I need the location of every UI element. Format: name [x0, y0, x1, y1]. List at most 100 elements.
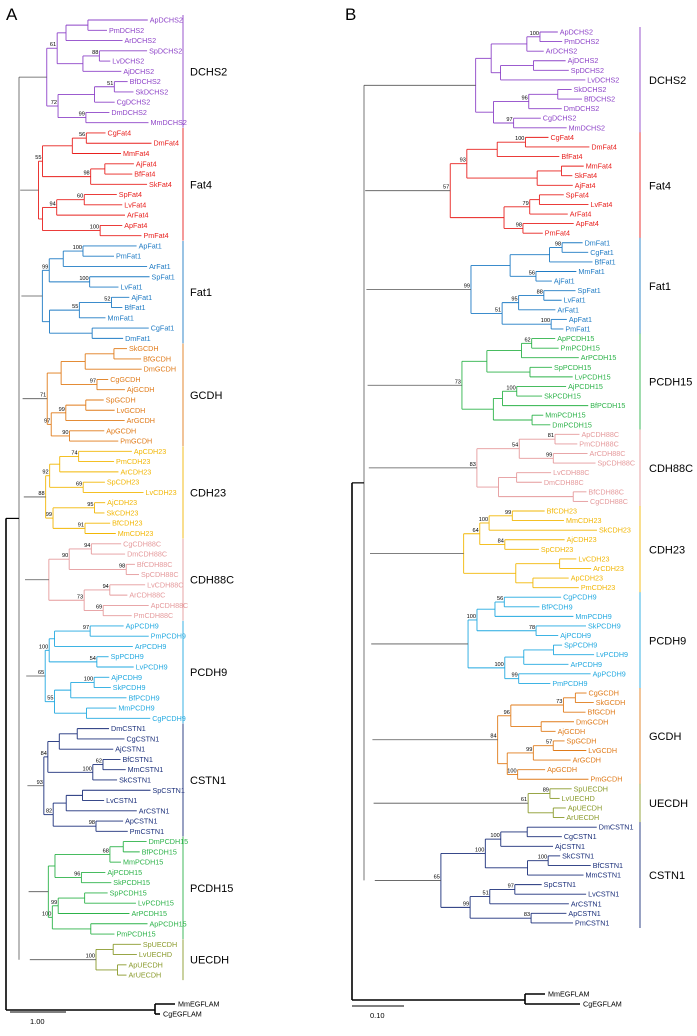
- support-value: 62: [524, 337, 530, 343]
- taxon-label: SkDCHS2: [574, 85, 607, 94]
- clade-label: PCDH15: [649, 377, 692, 389]
- support-value: 88: [537, 289, 543, 295]
- taxon-label: AjFat4: [136, 159, 157, 168]
- taxon-label: MmCDH23: [118, 529, 154, 538]
- taxon-label: MmPCDH15: [545, 411, 585, 420]
- taxon-label: ArPCDH15: [581, 353, 617, 362]
- taxon-label: ApFat1: [139, 241, 162, 250]
- taxon-label: LvFat4: [124, 200, 146, 209]
- taxon-label: LvCDH23: [578, 554, 609, 563]
- support-value: 51: [495, 307, 501, 313]
- taxon-label: ApDCHS2: [150, 16, 183, 25]
- support-value: 99: [42, 264, 48, 270]
- clade-label: DCHS2: [649, 75, 686, 87]
- support-value: 51: [107, 81, 113, 87]
- support-value: 100: [84, 676, 93, 682]
- support-value: 73: [556, 699, 562, 705]
- support-value: 99: [463, 901, 469, 907]
- support-value: 56: [497, 596, 503, 602]
- taxon-label: DmCDH88C: [544, 478, 584, 487]
- support-value: 100: [475, 847, 484, 853]
- taxon-label: ApGCDH: [106, 426, 136, 435]
- taxon-label: LvGCDH: [588, 746, 617, 755]
- clade-gcdh: CgGCDHSkGCDHBfGCDHDmGCDHAjGCDHSpGCDHLvGC…: [490, 688, 681, 785]
- clade-pcdh9: CgPCDH9BfPCDH9MmPCDH9SkPCDH9AjPCDH9SpPCD…: [467, 592, 686, 689]
- taxon-label: SkCSTN1: [119, 775, 151, 784]
- taxon-label: BfCDH23: [547, 507, 577, 516]
- support-value: 91: [78, 522, 84, 528]
- taxon-label: ArGCDH: [573, 756, 601, 765]
- taxon-label: LvPCDH15: [138, 899, 174, 908]
- taxon-label: PmCSTN1: [130, 827, 164, 836]
- taxon-label: BfDCHS2: [130, 77, 161, 86]
- taxon-label: LvDCHS2: [587, 75, 619, 84]
- support-value: 55: [47, 696, 53, 702]
- support-value: 96: [522, 95, 528, 101]
- support-value: 99: [59, 407, 65, 413]
- taxon-label: ApUECDH: [568, 803, 602, 812]
- taxon-label: LvCDH88C: [147, 580, 183, 589]
- taxon-label: ApPCDH9: [126, 621, 159, 630]
- clade-label: CDH88C: [190, 575, 234, 587]
- support-value: 100: [490, 833, 499, 839]
- clade-label: PCDH9: [649, 635, 686, 647]
- support-value: 62: [96, 759, 102, 765]
- clade-label: Fat1: [649, 281, 671, 293]
- taxon-label: BfPCDH9: [541, 602, 572, 611]
- taxon-label: ApGCDH: [547, 765, 577, 774]
- taxon-label: SpPCDH9: [564, 641, 597, 650]
- taxon-label: SpFat4: [566, 190, 589, 199]
- taxon-label: DmFat1: [585, 238, 611, 247]
- scale-bar: 0.10: [352, 1005, 404, 1020]
- clade-label: CDH88C: [649, 463, 693, 475]
- taxon-label: BfGCDH: [143, 354, 171, 363]
- taxon-label: PmFat4: [545, 229, 570, 238]
- taxon-label: LvFat1: [120, 283, 142, 292]
- taxon-label: SpCDH23: [541, 545, 573, 554]
- support-value: 68: [103, 848, 109, 854]
- support-value: 84: [498, 539, 504, 545]
- support-value: 84: [490, 734, 496, 740]
- taxon-label: ArPCDH9: [135, 642, 167, 651]
- taxon-label: BfGCDH: [588, 708, 616, 717]
- taxon-label: CgCSTN1: [126, 734, 159, 743]
- taxon-label: SkGCDH: [596, 698, 626, 707]
- support-value: 99: [505, 510, 511, 516]
- support-value: 69: [76, 481, 82, 487]
- clade-label: CDH23: [190, 487, 226, 499]
- taxon-label: CgEGFLAM: [583, 1000, 622, 1009]
- taxon-label: AjPCDH15: [568, 382, 603, 391]
- support-value: 100: [73, 245, 82, 251]
- support-value: 90: [62, 430, 68, 436]
- taxon-label: CgCDH88C: [590, 497, 628, 506]
- taxon-label: BfPCDH15: [142, 847, 177, 856]
- taxon-label: CgGCDH: [589, 689, 619, 698]
- taxon-label: AjFat1: [131, 293, 152, 302]
- support-value: 93: [460, 158, 466, 164]
- support-value: 100: [479, 517, 488, 523]
- support-value: 98: [83, 171, 89, 177]
- taxon-label: AjDCHS2: [123, 67, 154, 76]
- taxon-label: CgEGFLAM: [163, 1010, 202, 1019]
- taxon-label: ApPCDH9: [593, 669, 626, 678]
- taxon-label: PmFat4: [143, 231, 168, 240]
- taxon-label: AjCSTN1: [115, 745, 145, 754]
- taxon-label: SpFat1: [152, 272, 175, 281]
- taxon-label: SkPCDH9: [588, 621, 621, 630]
- taxon-label: CgFat4: [550, 133, 574, 142]
- taxon-label: SkPCDH9: [113, 683, 146, 692]
- support-value: 100: [79, 276, 88, 282]
- support-value: 99: [79, 112, 85, 118]
- taxon-label: SpUECDH: [143, 940, 177, 949]
- support-value: 82: [46, 809, 52, 815]
- scale-label: 0.10: [370, 1011, 385, 1020]
- taxon-label: ArFat4: [127, 211, 149, 220]
- support-value: 97: [83, 625, 89, 631]
- clade-label: CSTN1: [649, 870, 685, 882]
- clade-cstn1: DmCSTN1CgCSTN1AjCSTN1SkCSTN1BfCSTN1MmCST…: [434, 822, 685, 928]
- taxon-label: ApCSTN1: [125, 817, 157, 826]
- support-value: 93: [37, 780, 43, 786]
